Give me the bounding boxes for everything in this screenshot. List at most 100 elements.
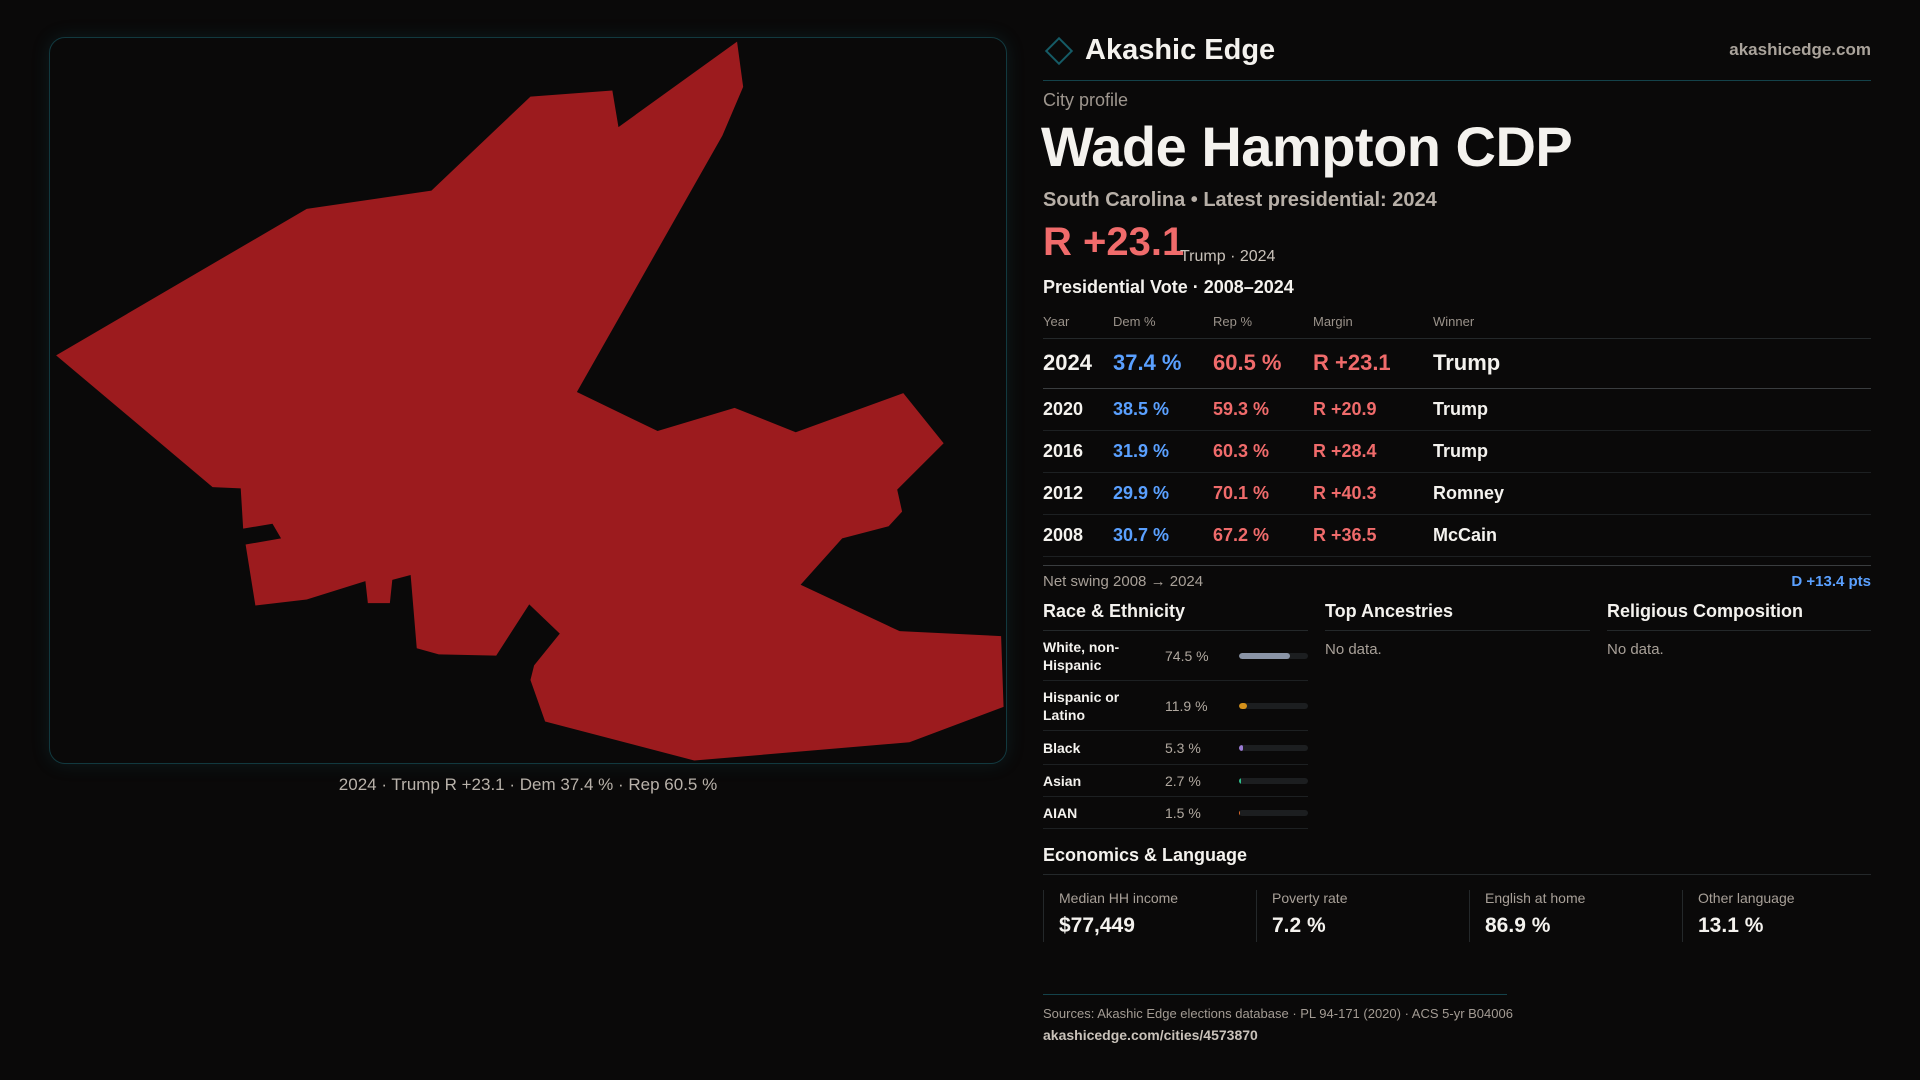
- cell-winner: Trump: [1433, 388, 1871, 431]
- economics-title: Economics & Language: [1043, 845, 1871, 875]
- vote-row-2012: 2012 29.9 % 70.1 % R +40.3 Romney: [1043, 472, 1871, 515]
- sources-note: Sources: Akashic Edge elections database…: [1043, 1006, 1513, 1021]
- diamond-logo-icon: [1044, 36, 1074, 65]
- race-value: 5.3 %: [1165, 739, 1201, 756]
- cell-dem: 29.9 %: [1113, 472, 1213, 515]
- cell-rep: 59.3 %: [1213, 388, 1313, 431]
- cell-margin: R +36.5: [1313, 514, 1433, 557]
- vote-row-2016: 2016 31.9 % 60.3 % R +28.4 Trump: [1043, 430, 1871, 473]
- race-bar-fill: [1239, 809, 1241, 816]
- vote-row-2024: 2024 37.4 % 60.5 % R +23.1 Trump: [1043, 338, 1871, 389]
- cell-year: 2020: [1043, 388, 1113, 431]
- race-bar: [1239, 777, 1308, 784]
- net-swing-value: D +13.4 pts: [1791, 573, 1871, 590]
- race-label: AIAN: [1043, 804, 1078, 821]
- header-divider: [1043, 80, 1871, 81]
- city-boundary-map: [56, 41, 1004, 761]
- race-row: White, non-Hispanic 74.5 %: [1043, 631, 1308, 681]
- cell-rep: 60.5 %: [1213, 338, 1313, 389]
- page-kicker: City profile: [1043, 90, 1129, 110]
- cell-year: 2008: [1043, 514, 1113, 557]
- ancestries-empty: No data.: [1325, 641, 1382, 658]
- page-subtitle: South Carolina • Latest presidential: 20…: [1043, 189, 1437, 211]
- race-value: 74.5 %: [1165, 647, 1209, 664]
- footer-divider: [1043, 994, 1507, 995]
- latest-margin-note: Trump · 2024: [1180, 248, 1276, 265]
- vote-row-2020: 2020 38.5 % 59.3 % R +20.9 Trump: [1043, 388, 1871, 431]
- stat-card-other-language: Other language 13.1 %: [1682, 890, 1895, 942]
- race-bar: [1239, 809, 1308, 816]
- col-winner: Winner: [1433, 306, 1871, 339]
- race-row: Black 5.3 %: [1043, 731, 1308, 765]
- cell-winner: Trump: [1433, 338, 1871, 389]
- race-row: Asian 2.7 %: [1043, 765, 1308, 797]
- net-swing-label: Net swing 2008 → 2024: [1043, 573, 1204, 590]
- cell-winner: Romney: [1433, 472, 1871, 515]
- cell-margin: R +28.4: [1313, 430, 1433, 473]
- cell-dem: 37.4 %: [1113, 338, 1213, 389]
- religion-empty: No data.: [1607, 641, 1664, 658]
- religion-title: Religious Composition: [1607, 601, 1871, 631]
- cell-year: 2016: [1043, 430, 1113, 473]
- cell-rep: 67.2 %: [1213, 514, 1313, 557]
- stat-value: $77,449: [1059, 914, 1135, 937]
- presidential-vote-title: Presidential Vote · 2008–2024: [1043, 277, 1294, 297]
- race-label: White, non-Hispanic: [1043, 638, 1120, 673]
- race-bar-fill: [1239, 702, 1248, 709]
- latest-margin: R +23.1: [1043, 220, 1185, 264]
- cell-margin: R +40.3: [1313, 472, 1433, 515]
- cell-rep: 60.3 %: [1213, 430, 1313, 473]
- race-bar: [1239, 652, 1308, 659]
- stat-label: Median HH income: [1059, 890, 1179, 906]
- race-title: Race & Ethnicity: [1043, 601, 1308, 631]
- race-row: Hispanic or Latino 11.9 %: [1043, 681, 1308, 731]
- page-url-link[interactable]: akashicedge.com/cities/4573870: [1043, 1027, 1258, 1043]
- brand-name: Akashic Edge: [1085, 34, 1276, 66]
- cell-dem: 38.5 %: [1113, 388, 1213, 431]
- race-row: AIAN 1.5 %: [1043, 797, 1308, 829]
- religion-section: Religious Composition No data.: [1607, 601, 1871, 658]
- stat-card-poverty: Poverty rate 7.2 %: [1256, 890, 1469, 942]
- city-boundary-shape[interactable]: [56, 41, 1004, 761]
- race-value: 11.9 %: [1165, 697, 1208, 714]
- race-label: Hispanic or Latino: [1043, 688, 1120, 723]
- cell-dem: 30.7 %: [1113, 514, 1213, 557]
- stat-card-english: English at home 86.9 %: [1469, 890, 1682, 942]
- stat-card-income: Median HH income $77,449: [1043, 890, 1256, 942]
- page-title: Wade Hampton CDP: [1041, 115, 1573, 178]
- col-rep: Rep %: [1213, 306, 1313, 339]
- race-bar: [1239, 702, 1308, 709]
- stat-label: Poverty rate: [1272, 890, 1348, 906]
- race-bar-fill: [1239, 777, 1241, 784]
- race-bar: [1239, 744, 1308, 751]
- cell-year: 2012: [1043, 472, 1113, 515]
- presidential-vote-table: Year Dem % Rep % Margin Winner 2024 37.4 …: [1043, 306, 1871, 557]
- race-bar-fill: [1239, 652, 1291, 659]
- race-label: Black: [1043, 739, 1081, 756]
- race-value: 1.5 %: [1165, 804, 1201, 821]
- stat-label: Other language: [1698, 890, 1795, 906]
- race-bar-fill: [1239, 744, 1243, 751]
- cell-rep: 70.1 %: [1213, 472, 1313, 515]
- ancestries-title: Top Ancestries: [1325, 601, 1590, 631]
- vote-row-2008: 2008 30.7 % 67.2 % R +36.5 McCain: [1043, 514, 1871, 557]
- cell-margin: R +23.1: [1313, 338, 1433, 389]
- stat-label: English at home: [1485, 890, 1586, 906]
- swing-divider: [1043, 565, 1871, 566]
- stat-value: 86.9 %: [1485, 914, 1551, 937]
- col-margin: Margin: [1313, 306, 1433, 339]
- ancestries-section: Top Ancestries No data.: [1325, 601, 1590, 658]
- cell-year: 2024: [1043, 338, 1113, 389]
- map-panel[interactable]: [49, 37, 1007, 764]
- race-value: 2.7 %: [1165, 772, 1201, 789]
- cell-winner: Trump: [1433, 430, 1871, 473]
- col-dem: Dem %: [1113, 306, 1213, 339]
- cell-winner: McCain: [1433, 514, 1871, 557]
- race-section: Race & Ethnicity White, non-Hispanic 74.5…: [1043, 601, 1308, 829]
- cell-margin: R +20.9: [1313, 388, 1433, 431]
- cell-dem: 31.9 %: [1113, 430, 1213, 473]
- map-caption: 2024 · Trump R +23.1 · Dem 37.4 % · Rep …: [338, 775, 718, 794]
- stat-value: 13.1 %: [1698, 914, 1764, 937]
- site-link[interactable]: akashicedge.com: [1729, 40, 1871, 59]
- brand-logo[interactable]: Akashic Edge: [1043, 34, 1275, 67]
